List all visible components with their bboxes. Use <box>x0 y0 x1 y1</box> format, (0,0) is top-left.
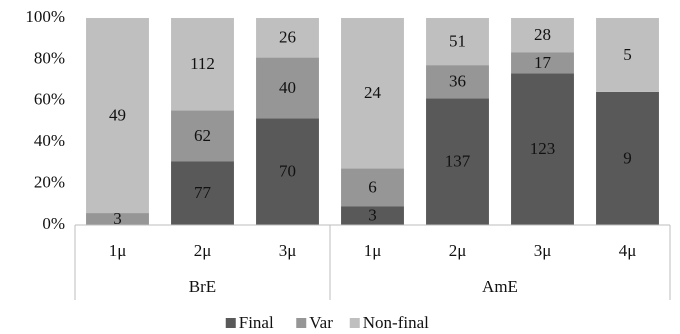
data-label: 40 <box>279 78 296 97</box>
bar-segment <box>341 18 404 169</box>
bar-segment <box>86 213 149 225</box>
bar-segment <box>86 18 149 214</box>
legend-swatch <box>225 318 236 328</box>
legend-label: Non-final <box>363 313 429 332</box>
data-label: 3 <box>113 209 122 228</box>
data-label: 26 <box>279 28 296 47</box>
x-tick-label: 2μ <box>449 241 467 260</box>
data-label: 6 <box>368 177 377 196</box>
legend-label: Var <box>309 313 333 332</box>
data-label: 70 <box>279 162 296 181</box>
x-tick-label: 3μ <box>279 241 297 260</box>
bar-segment <box>511 52 574 74</box>
group-label: AmE <box>482 277 518 296</box>
bar-segment <box>171 110 234 162</box>
data-label: 77 <box>194 183 212 202</box>
legend-label: Final <box>239 313 274 332</box>
bar-segment <box>426 98 489 225</box>
data-label: 3 <box>368 205 377 224</box>
bar-segment <box>171 161 234 225</box>
bar-segment <box>341 206 404 225</box>
data-label: 36 <box>449 72 466 91</box>
bar-segment <box>511 18 574 53</box>
data-label: 62 <box>194 126 211 145</box>
legend-swatch <box>296 318 307 328</box>
data-label: 123 <box>530 139 556 158</box>
x-tick-label: 1μ <box>109 241 127 260</box>
y-tick-label: 40% <box>34 131 65 150</box>
bar-segment <box>596 91 659 225</box>
bar-segment <box>426 65 489 99</box>
data-label: 5 <box>623 45 632 64</box>
bar-segment <box>256 57 319 119</box>
y-tick-label: 100% <box>25 7 65 26</box>
data-label: 9 <box>623 148 632 167</box>
bar-segment <box>596 18 659 92</box>
bar-segment <box>256 118 319 225</box>
data-label: 17 <box>534 53 552 72</box>
bar-segment <box>511 73 574 225</box>
data-label: 49 <box>109 105 126 124</box>
group-label: BrE <box>189 277 216 296</box>
bar-segment <box>341 168 404 207</box>
x-tick-label: 1μ <box>364 241 382 260</box>
y-tick-label: 60% <box>34 90 65 109</box>
x-tick-label: 4μ <box>619 241 637 260</box>
y-tick-label: 0% <box>42 214 65 233</box>
data-label: 24 <box>364 83 382 102</box>
bar-segment <box>171 18 234 111</box>
data-label: 112 <box>190 54 215 73</box>
x-tick-label: 3μ <box>534 241 552 260</box>
y-tick-label: 80% <box>34 48 65 67</box>
bar-segment <box>256 18 319 58</box>
data-label: 51 <box>449 31 466 50</box>
data-label: 137 <box>445 152 471 171</box>
legend-swatch <box>349 318 360 328</box>
x-tick-label: 2μ <box>194 241 212 260</box>
y-tick-label: 20% <box>34 173 65 192</box>
data-label: 28 <box>534 25 551 44</box>
bar-segment <box>426 18 489 66</box>
